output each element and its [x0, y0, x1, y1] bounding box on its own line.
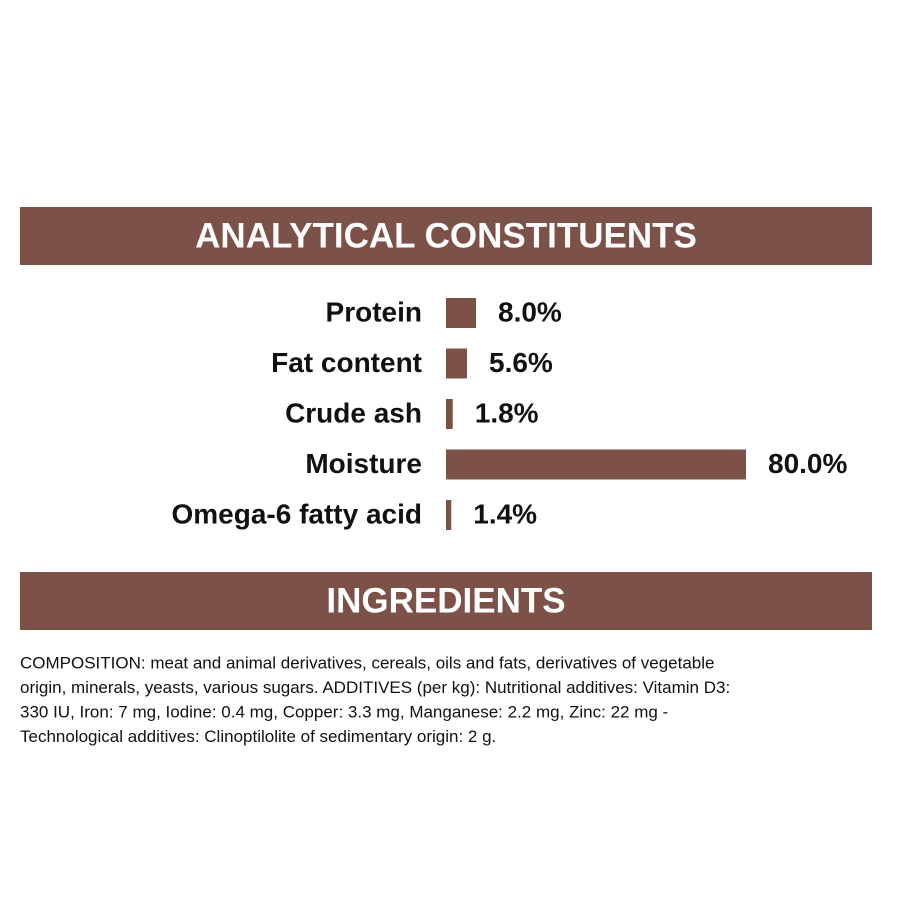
bar: [446, 348, 467, 379]
value-label: 80.0%: [768, 448, 847, 479]
category-label: Omega-6 fatty acid: [171, 498, 422, 529]
chart-title: ANALYTICAL CONSTITUENTS: [195, 216, 697, 255]
header-banner: [20, 207, 872, 265]
category-label: Moisture: [305, 448, 422, 479]
ingredients-line: COMPOSITION: meat and animal derivatives…: [20, 653, 714, 672]
value-label: 1.4%: [473, 498, 537, 529]
ingredients-banner: [20, 572, 872, 630]
bar: [446, 399, 453, 429]
bar: [446, 449, 746, 480]
category-label: Crude ash: [285, 397, 422, 428]
value-label: 1.8%: [475, 397, 539, 428]
value-label: 8.0%: [498, 296, 562, 327]
ingredients-line: 330 IU, Iron: 7 mg, Iodine: 0.4 mg, Copp…: [20, 702, 668, 721]
value-label: 5.6%: [489, 347, 553, 378]
category-label: Protein: [326, 296, 422, 327]
ingredients-line: Technological additives: Clinoptilolite …: [20, 727, 496, 746]
ingredients-line: origin, minerals, yeasts, various sugars…: [20, 678, 730, 697]
bar: [446, 298, 476, 328]
category-label: Fat content: [271, 347, 422, 378]
ingredients-title: INGREDIENTS: [326, 581, 565, 620]
bar: [446, 500, 452, 530]
